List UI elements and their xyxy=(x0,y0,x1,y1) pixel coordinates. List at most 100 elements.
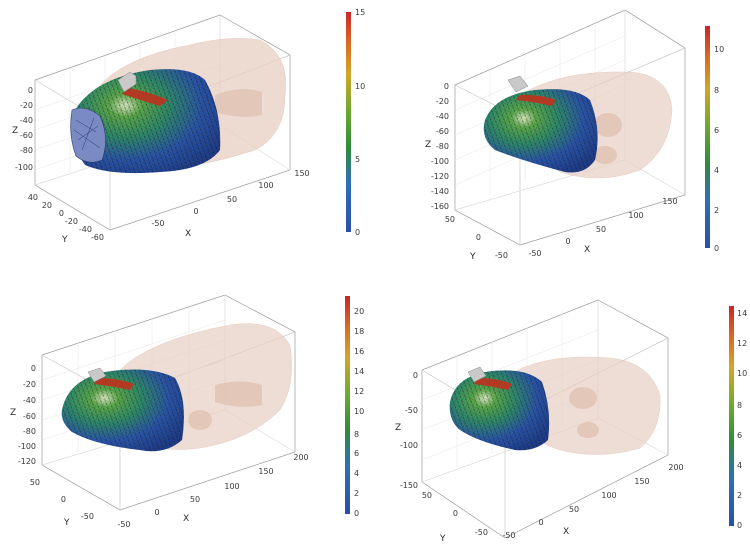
y-axis-label: Y xyxy=(63,518,70,528)
colorbar-tick: 10 xyxy=(714,45,724,54)
x-tick: 0 xyxy=(565,237,570,246)
y-tick: -60 xyxy=(91,233,104,242)
x-tick: 50 xyxy=(569,505,579,514)
y-tick: -20 xyxy=(65,217,78,226)
panel-1-x-ticks: -50 0 50 100 150 X xyxy=(151,169,309,239)
z-axis-label: Z xyxy=(10,408,16,418)
panel-2-z-ticks: 0 -20 -40 -60 -80 -100 -120 -140 -160 Z xyxy=(425,82,449,211)
colorbar-tick: 6 xyxy=(737,431,742,440)
panel-1: 0 -20 -40 -60 -80 -100 Z 40 20 0 -20 -40… xyxy=(12,8,365,245)
z-tick: -100 xyxy=(15,163,33,172)
panel-3-y-ticks: 50 0 -50 Y xyxy=(30,478,94,528)
x-tick: 100 xyxy=(628,211,643,220)
z-tick: -100 xyxy=(431,157,449,166)
colorbar-tick: 0 xyxy=(714,244,719,253)
x-tick: 0 xyxy=(154,508,159,517)
colorbar-tick: 2 xyxy=(737,491,742,500)
colorbar-tick: 10 xyxy=(355,82,365,91)
z-tick: -40 xyxy=(20,116,33,125)
z-tick: -20 xyxy=(436,97,449,106)
y-tick: 0 xyxy=(59,209,64,218)
x-tick: 50 xyxy=(190,495,200,504)
panel-3: 0 -20 -40 -60 -80 -100 -120 Z 50 0 -50 Y… xyxy=(10,294,364,529)
x-tick: 150 xyxy=(294,169,309,178)
colorbar-tick: 8 xyxy=(737,401,742,410)
z-tick: -20 xyxy=(23,380,36,389)
panel-1-surface xyxy=(70,69,221,174)
colorbar-tick: 0 xyxy=(355,228,360,237)
panel-2-y-ticks: 50 0 -50 Y xyxy=(445,215,508,262)
colorbar-tick: 4 xyxy=(737,461,742,470)
panel-3-colorbar: 20 18 16 14 12 10 8 6 4 2 0 xyxy=(345,296,364,518)
panel-3-z-ticks: 0 -20 -40 -60 -80 -100 -120 Z xyxy=(10,364,36,466)
colorbar xyxy=(345,296,350,514)
z-tick: -100 xyxy=(400,441,418,450)
x-tick: 100 xyxy=(601,491,616,500)
y-tick: -50 xyxy=(475,528,488,537)
colorbar-tick: 12 xyxy=(354,387,364,396)
colorbar-tick: 0 xyxy=(354,509,359,518)
colorbar-tick: 6 xyxy=(354,449,359,458)
colorbar-tick: 0 xyxy=(737,521,742,530)
colorbar-tick: 16 xyxy=(354,347,364,356)
colorbar-tick: 12 xyxy=(737,339,747,348)
z-tick: -80 xyxy=(436,142,449,151)
z-tick: -60 xyxy=(20,131,33,140)
colorbar-tick: 4 xyxy=(714,166,719,175)
x-axis-label: X xyxy=(563,527,569,537)
colorbar-tick: 15 xyxy=(355,8,365,17)
x-tick: -50 xyxy=(528,249,541,258)
x-tick: 200 xyxy=(668,463,683,472)
z-tick: -40 xyxy=(436,112,449,121)
colorbar-tick: 5 xyxy=(355,155,360,164)
x-tick: -50 xyxy=(117,520,130,529)
y-tick: -50 xyxy=(81,512,94,521)
panel-2-x-ticks: -50 0 50 100 150 X xyxy=(528,197,677,258)
panel-2-surface xyxy=(483,75,598,173)
y-axis-label: Y xyxy=(439,534,446,544)
z-tick: -150 xyxy=(400,481,418,490)
y-axis-label: Y xyxy=(469,252,476,262)
y-axis-label: Y xyxy=(61,235,68,245)
colorbar-tick: 2 xyxy=(714,206,719,215)
colorbar xyxy=(705,26,710,248)
z-tick: 0 xyxy=(31,364,36,373)
panel-4-z-ticks: 0 -50 -100 -150 Z xyxy=(395,371,418,490)
x-axis-label: X xyxy=(584,245,590,255)
y-tick: -50 xyxy=(495,251,508,260)
x-tick: 50 xyxy=(596,225,606,234)
x-tick: 150 xyxy=(634,477,649,486)
x-tick: 150 xyxy=(258,467,273,476)
z-tick: -120 xyxy=(18,457,36,466)
x-axis-label: X xyxy=(185,229,191,239)
z-tick: -20 xyxy=(20,101,33,110)
panel-4-surface xyxy=(449,366,550,451)
colorbar-tick: 14 xyxy=(737,309,747,318)
colorbar-tick: 20 xyxy=(354,307,364,316)
panel-1-z-ticks: 0 -20 -40 -60 -80 -100 Z xyxy=(12,86,33,172)
x-tick: 0 xyxy=(193,207,198,216)
x-tick: 50 xyxy=(227,195,237,204)
colorbar-tick: 2 xyxy=(354,489,359,498)
x-tick: -50 xyxy=(502,531,515,540)
panel-2: 0 -20 -40 -60 -80 -100 -120 -140 -160 Z … xyxy=(425,9,724,262)
panel-3-surface xyxy=(61,367,184,452)
colorbar xyxy=(729,306,734,526)
y-tick: 0 xyxy=(61,495,66,504)
y-tick: 50 xyxy=(445,215,455,224)
colorbar-tick: 6 xyxy=(714,126,719,135)
y-tick: 50 xyxy=(422,491,432,500)
colorbar-tick: 10 xyxy=(354,407,364,416)
panel-4-colorbar: 14 12 10 8 6 4 2 0 xyxy=(729,306,747,530)
x-tick: 100 xyxy=(224,482,239,491)
colorbar-tick: 4 xyxy=(354,469,359,478)
colorbar-tick: 14 xyxy=(354,367,364,376)
x-tick: 100 xyxy=(258,181,273,190)
panel-1-y-ticks: 40 20 0 -20 -40 -60 Y xyxy=(28,193,104,245)
y-tick: 50 xyxy=(30,478,40,487)
x-tick: 200 xyxy=(293,453,308,462)
y-tick: 0 xyxy=(476,233,481,242)
z-tick: -40 xyxy=(23,396,36,405)
colorbar-tick: 8 xyxy=(714,86,719,95)
panel-4: 0 -50 -100 -150 Z 50 0 -50 Y -50 0 50 10… xyxy=(395,299,747,544)
